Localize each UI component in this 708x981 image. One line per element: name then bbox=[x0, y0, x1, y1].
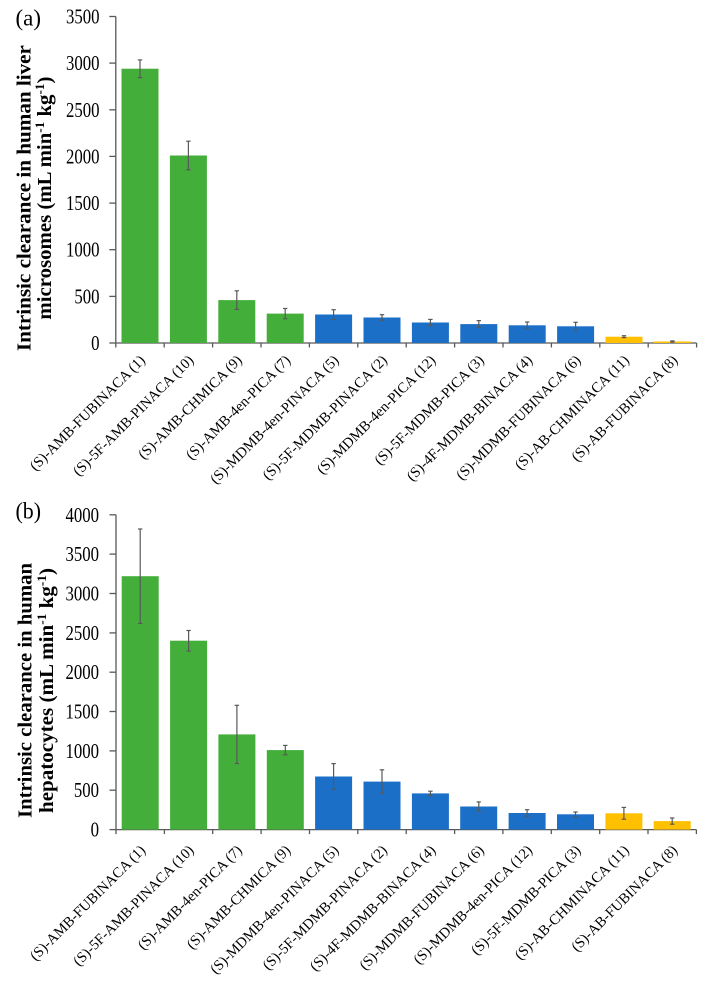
svg-text:1000: 1000 bbox=[66, 739, 100, 763]
svg-text:500: 500 bbox=[74, 284, 99, 308]
svg-text:0: 0 bbox=[91, 331, 99, 355]
svg-text:3500: 3500 bbox=[66, 5, 100, 29]
svg-text:(a): (a) bbox=[16, 6, 42, 31]
svg-text:3000: 3000 bbox=[66, 51, 100, 75]
svg-text:500: 500 bbox=[74, 778, 99, 802]
svg-text:3500: 3500 bbox=[66, 542, 100, 566]
svg-text:Intrinsic clearance in human: Intrinsic clearance in human bbox=[15, 562, 37, 818]
svg-text:1500: 1500 bbox=[66, 191, 100, 215]
svg-text:hepatocytes (mL min-1 kg-1): hepatocytes (mL min-1 kg-1) bbox=[34, 568, 59, 813]
svg-text:2500: 2500 bbox=[66, 98, 100, 122]
svg-text:(b): (b) bbox=[16, 499, 42, 524]
svg-text:microsomes (mL min-1 kg-1): microsomes (mL min-1 kg-1) bbox=[32, 77, 57, 320]
svg-text:Intrinsic clearance in human l: Intrinsic clearance in human liver bbox=[14, 45, 36, 351]
svg-text:1500: 1500 bbox=[66, 700, 100, 724]
svg-text:0: 0 bbox=[91, 818, 99, 842]
svg-text:2000: 2000 bbox=[66, 660, 100, 684]
svg-text:4000: 4000 bbox=[66, 503, 100, 527]
svg-text:3000: 3000 bbox=[66, 582, 100, 606]
svg-text:1000: 1000 bbox=[66, 238, 100, 262]
svg-text:2000: 2000 bbox=[66, 144, 100, 168]
svg-text:2500: 2500 bbox=[66, 621, 100, 645]
